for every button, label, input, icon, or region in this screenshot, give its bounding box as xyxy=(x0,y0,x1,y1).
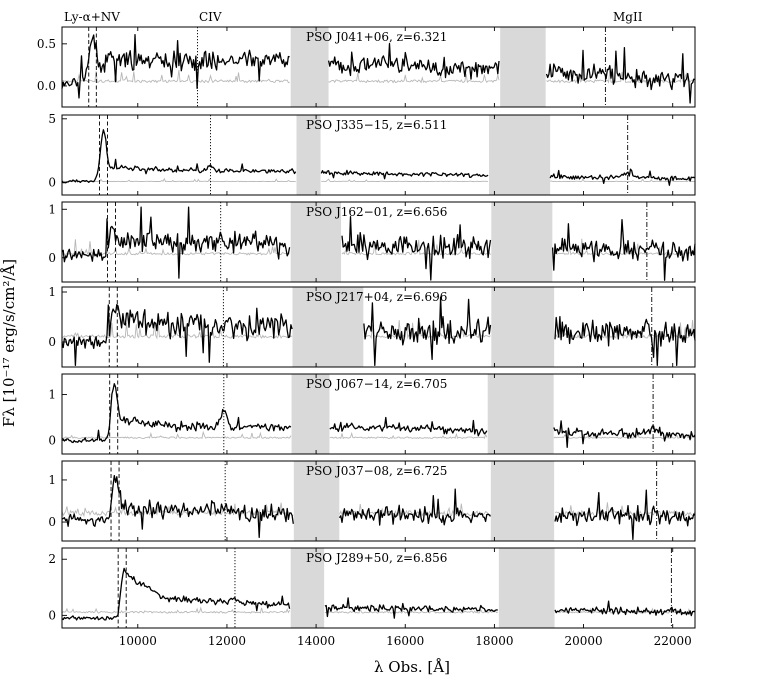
panel-frame xyxy=(61,460,696,542)
y-tick-label: 1 xyxy=(48,285,56,299)
x-tick-label: 20000 xyxy=(564,634,602,648)
x-axis-label: λ Obs. [Å] xyxy=(374,658,450,676)
error-spectrum xyxy=(62,177,695,183)
flux-spectrum xyxy=(61,567,696,621)
telluric-gap-2 xyxy=(490,461,555,541)
panel-title: PSO J162−01, z=6.656 xyxy=(306,205,447,219)
y-tick-label: 0 xyxy=(48,335,56,349)
telluric-gap-2 xyxy=(498,548,555,628)
telluric-gap-1 xyxy=(290,202,342,282)
panel-title: PSO J067−14, z=6.705 xyxy=(306,377,447,391)
y-tick-label: 0 xyxy=(48,608,56,622)
spectra-panels: 0.0 0.5 PSO J041+06, z=6.321 0 5 PSO J335−15,… xyxy=(37,26,696,629)
spectrum-panel-5: 0 1 PSO J067−14, z=6.705 xyxy=(48,373,696,455)
y-tick-label: 0 xyxy=(48,515,56,529)
flux-spectrum xyxy=(61,206,696,281)
flux-spectrum xyxy=(61,296,696,367)
panel-frame xyxy=(61,373,696,455)
panel-title: PSO J217+04, z=6.696 xyxy=(306,290,447,304)
y-tick-label: 0 xyxy=(48,175,56,189)
panel-frame xyxy=(61,286,696,368)
emission-line-labels: Ly-α+NV CIV MgII xyxy=(64,10,643,24)
panel-title: PSO J289+50, z=6.856 xyxy=(306,551,447,565)
y-tick-label: 0 xyxy=(48,251,56,265)
panel-frame xyxy=(61,26,696,108)
y-axis-label: Fλ [10⁻¹⁷ erg/s/cm²/Å] xyxy=(0,259,18,427)
panel-frame xyxy=(61,114,696,196)
telluric-gap-1 xyxy=(296,115,321,195)
error-spectrum xyxy=(61,430,696,440)
y-tick-label: 2 xyxy=(48,552,56,566)
x-tick-label: 12000 xyxy=(208,634,246,648)
spectrum-panel-4: 0 1 PSO J217+04, z=6.696 xyxy=(48,285,696,368)
telluric-gap-1 xyxy=(293,461,340,541)
telluric-gap-2 xyxy=(500,27,546,107)
telluric-gap-2 xyxy=(491,202,553,282)
telluric-gap-2 xyxy=(487,374,554,454)
panel-frame xyxy=(61,547,696,629)
panel-title: PSO J041+06, z=6.321 xyxy=(306,30,447,44)
y-tick-label: 0.0 xyxy=(37,79,56,93)
telluric-gap-1 xyxy=(292,287,364,367)
y-tick-label: 1 xyxy=(48,473,56,487)
y-tick-label: 5 xyxy=(48,112,56,126)
flux-spectrum xyxy=(61,474,696,541)
x-tick-label: 22000 xyxy=(654,634,692,648)
spectrum-panel-6: 0 1 PSO J037−08, z=6.725 xyxy=(48,460,696,542)
x-axis: 10000 12000 14000 16000 18000 20000 22000 xyxy=(119,634,692,648)
flux-spectrum xyxy=(61,129,696,186)
flux-spectrum xyxy=(61,383,696,448)
telluric-gap-1 xyxy=(290,27,329,107)
panel-title: PSO J335−15, z=6.511 xyxy=(306,118,447,132)
x-tick-label: 16000 xyxy=(386,634,424,648)
error-spectrum xyxy=(61,69,696,84)
y-tick-label: 1 xyxy=(48,202,56,216)
y-tick-label: 0.5 xyxy=(37,37,56,51)
spectrum-panel-7: 0 2 PSO J289+50, z=6.856 xyxy=(48,547,696,629)
x-tick-label: 14000 xyxy=(297,634,335,648)
panel-title: PSO J037−08, z=6.725 xyxy=(306,464,447,478)
spectrum-panel-3: 0 1 PSO J162−01, z=6.656 xyxy=(48,201,696,283)
telluric-gap-1 xyxy=(290,548,325,628)
x-tick-label: 18000 xyxy=(475,634,513,648)
line-label-mgii: MgII xyxy=(613,10,643,24)
spectrum-panel-2: 0 5 PSO J335−15, z=6.511 xyxy=(48,112,696,196)
spectrum-panel-1: 0.0 0.5 PSO J041+06, z=6.321 xyxy=(37,26,696,108)
x-tick-label: 10000 xyxy=(119,634,157,648)
telluric-gap-2 xyxy=(489,115,551,195)
telluric-gap-1 xyxy=(291,374,330,454)
y-tick-label: 0 xyxy=(48,433,56,447)
panel-frame xyxy=(61,201,696,283)
telluric-gap-2 xyxy=(491,287,555,367)
flux-spectrum xyxy=(61,34,696,104)
line-label-civ: CIV xyxy=(199,10,222,24)
line-label-lya: Ly-α+NV xyxy=(64,10,120,24)
y-tick-label: 1 xyxy=(48,388,56,402)
